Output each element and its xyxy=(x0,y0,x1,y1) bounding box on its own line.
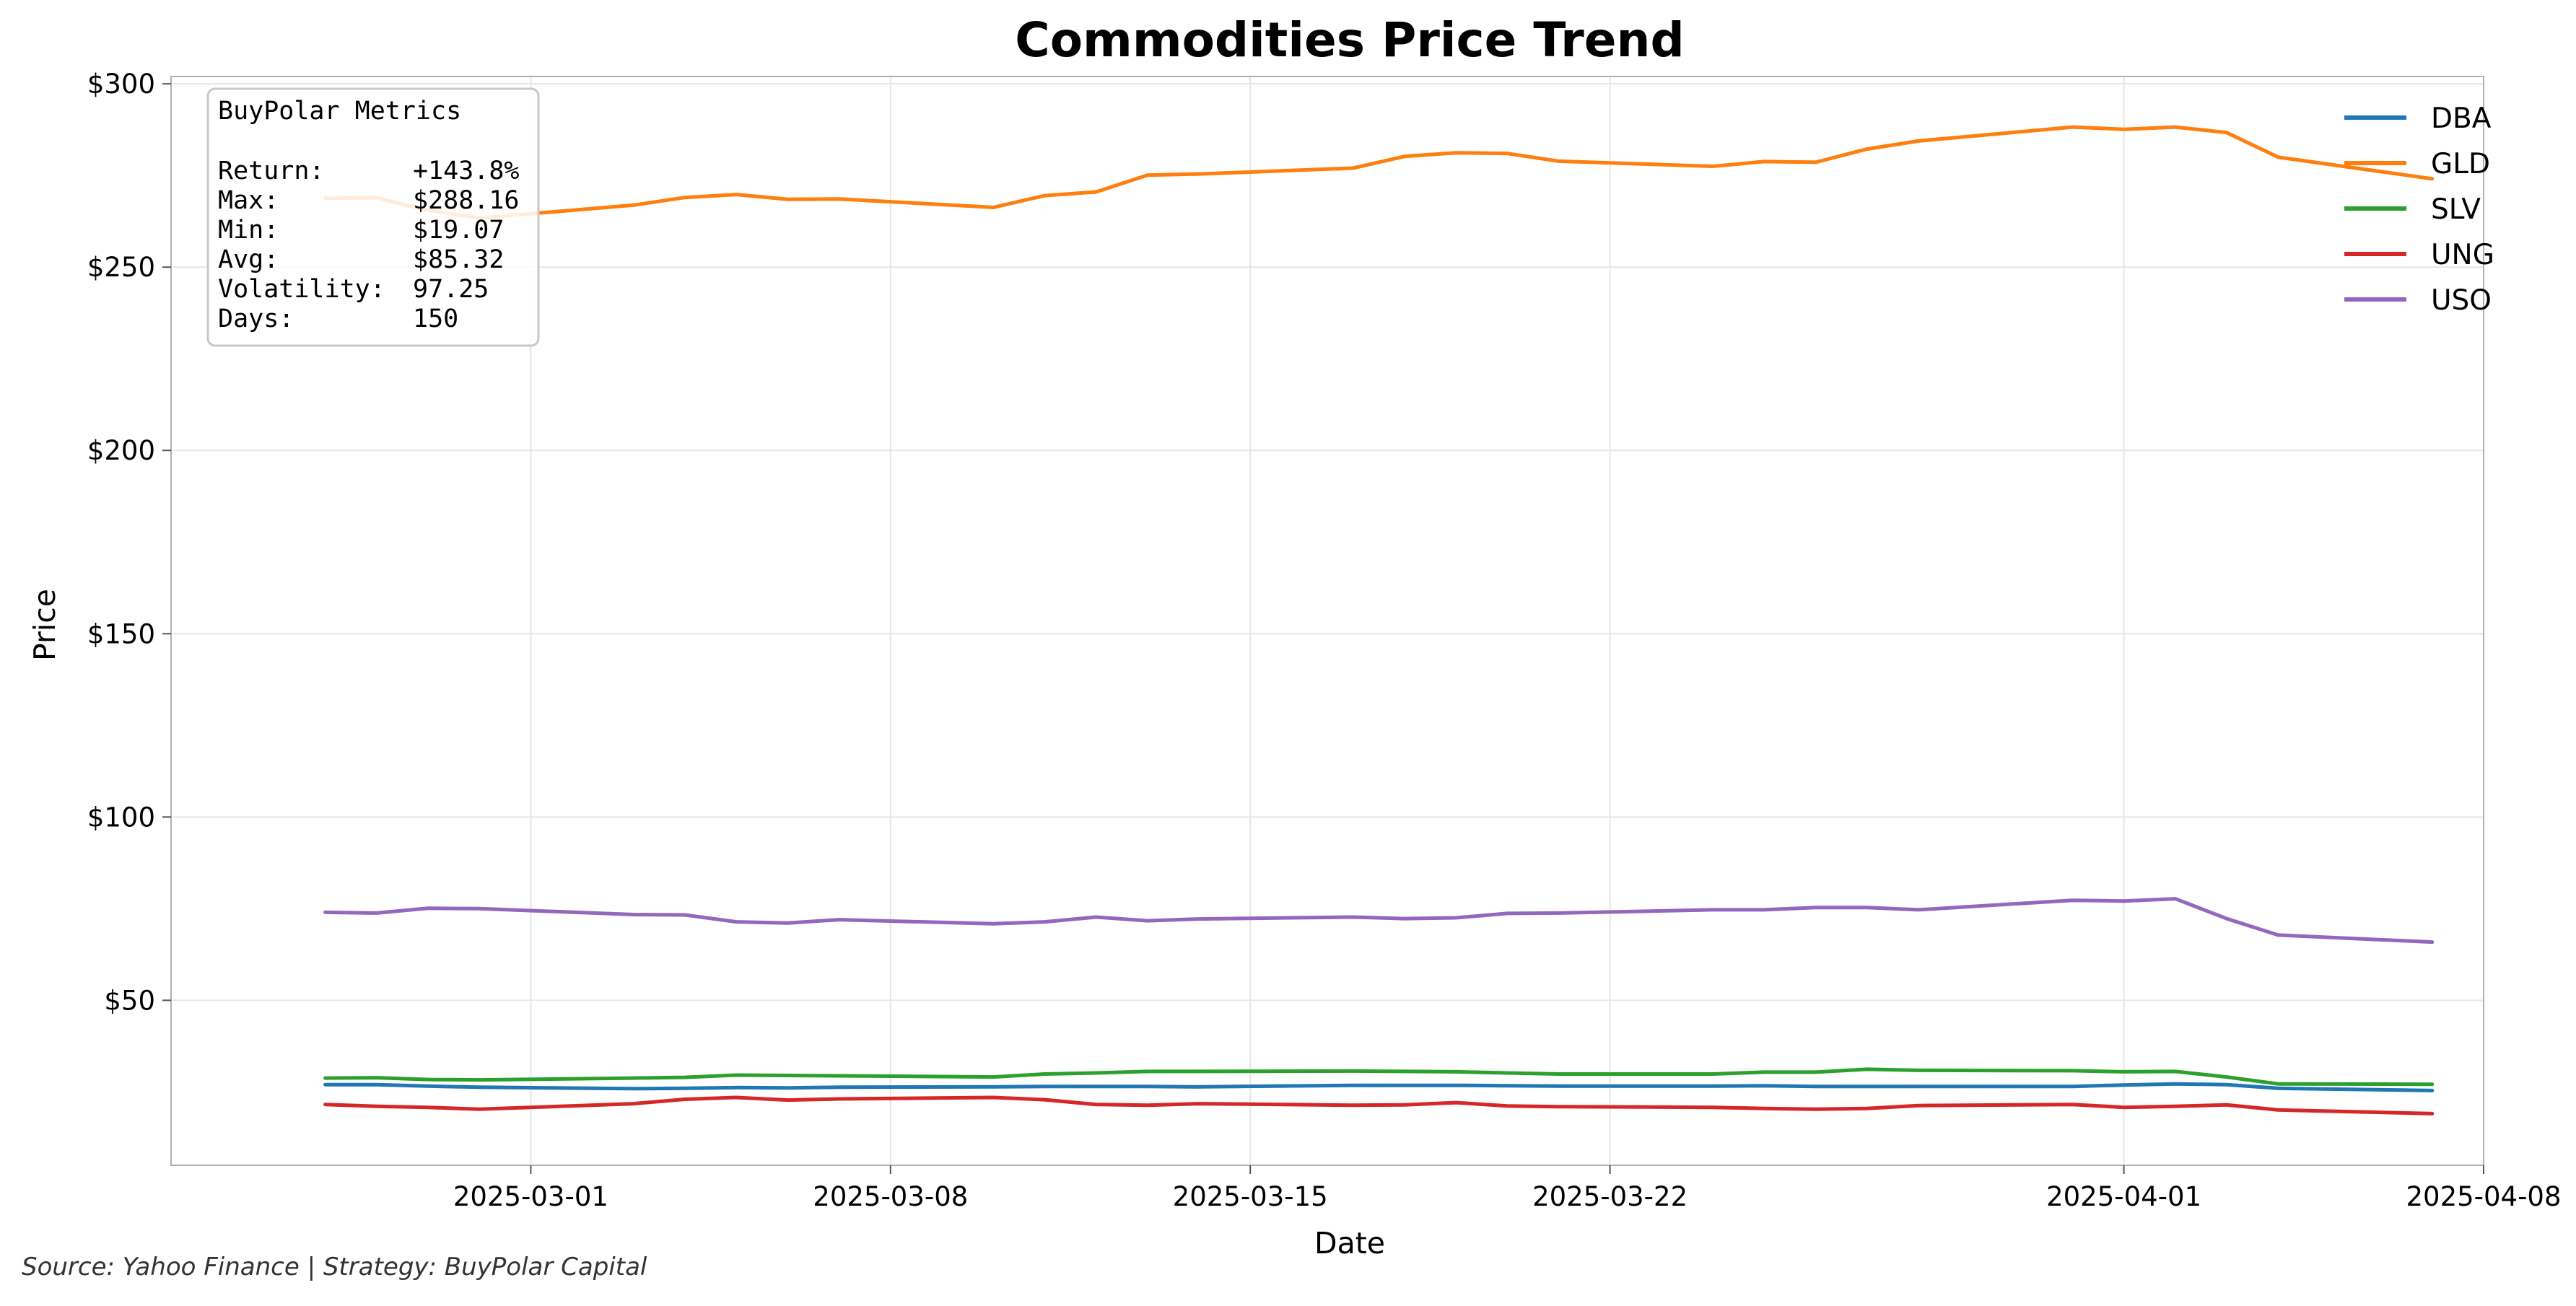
metric-value: 150 xyxy=(413,304,458,333)
legend-item-dba: DBA xyxy=(2344,102,2492,135)
x-tick-label: 2025-03-15 xyxy=(1173,1181,1328,1212)
x-tick-label: 2025-03-01 xyxy=(453,1181,608,1212)
x-tick-label: 2025-04-08 xyxy=(2406,1181,2561,1212)
x-tick-label: 2025-03-22 xyxy=(1532,1181,1688,1212)
legend-item-uso: USO xyxy=(2344,284,2492,317)
x-tick-label: 2025-04-01 xyxy=(2046,1181,2201,1212)
metric-value: $288.16 xyxy=(413,186,520,215)
x-axis-ticks: 2025-03-01 2025-03-08 2025-03-15 2025-03-22… xyxy=(453,1165,2562,1212)
series-line-dba xyxy=(323,1082,2435,1092)
metrics-heading: BuyPolar Metrics xyxy=(218,97,461,126)
metric-value: +143.8% xyxy=(413,157,520,185)
chart-title: Commodities Price Trend xyxy=(1015,12,1684,68)
metric-value: 97.25 xyxy=(413,275,489,304)
y-tick-label: $150 xyxy=(87,618,155,649)
metric-label: Days: xyxy=(218,304,294,333)
y-tick-label: $300 xyxy=(87,69,155,100)
metric-value: $19.07 xyxy=(413,216,504,245)
metric-label: Return: xyxy=(218,157,325,185)
x-tick-label: 2025-03-08 xyxy=(813,1181,968,1212)
legend-item-ung: UNG xyxy=(2344,239,2494,271)
metric-label: Avg: xyxy=(218,245,279,274)
legend-label: UNG xyxy=(2431,239,2494,271)
series-lines xyxy=(323,125,2435,1116)
y-tick-label: $50 xyxy=(104,985,155,1016)
legend-item-slv: SLV xyxy=(2344,193,2481,226)
y-tick-label: $250 xyxy=(87,252,155,283)
legend-label: GLD xyxy=(2431,148,2490,180)
metric-value: $85.32 xyxy=(413,245,504,274)
plot-frame xyxy=(170,76,2484,1166)
source-note: Source: Yahoo Finance | Strategy: BuyPol… xyxy=(22,1253,647,1281)
legend: DBA GLD SLV UNG USO xyxy=(2344,102,2494,317)
y-axis-label: Price xyxy=(27,589,62,661)
series-line-uso xyxy=(323,897,2435,945)
metric-label: Min: xyxy=(218,216,279,245)
y-tick-label: $200 xyxy=(87,435,155,466)
series-line-ung xyxy=(323,1095,2435,1116)
x-axis-label: Date xyxy=(1314,1226,1385,1261)
legend-label: USO xyxy=(2431,284,2492,317)
legend-label: SLV xyxy=(2431,193,2481,226)
y-axis-ticks: $50 $100 $150 $200 $250 $300 xyxy=(87,69,171,1016)
metric-label: Volatility: xyxy=(218,275,385,304)
metric-label: Max: xyxy=(218,186,279,215)
y-tick-label: $100 xyxy=(87,802,155,833)
legend-item-gld: GLD xyxy=(2344,148,2490,180)
metrics-box: BuyPolar Metrics Return: +143.8% Max: $288.… xyxy=(206,87,540,347)
series-line-gld xyxy=(323,125,2435,220)
series-line-slv xyxy=(323,1067,2435,1087)
legend-label: DBA xyxy=(2431,102,2492,135)
